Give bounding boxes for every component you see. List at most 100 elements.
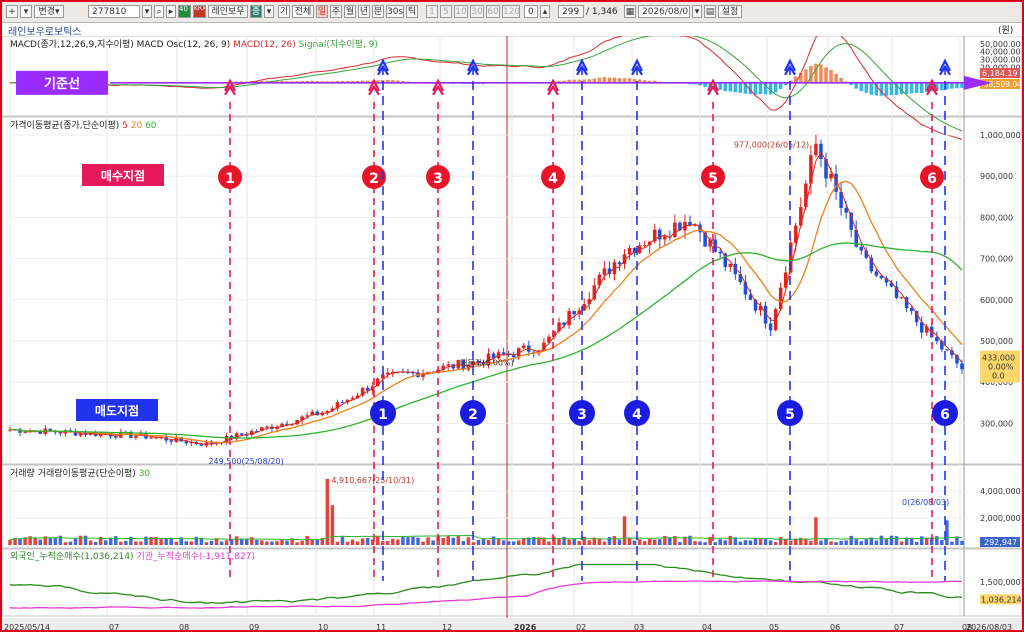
- macd-osc-bar: [834, 73, 838, 83]
- macd-osc-bar: [391, 80, 395, 83]
- macd-osc-bar: [592, 78, 597, 83]
- candle-body: [799, 207, 803, 226]
- high-label: 977,000(26/05/12): [734, 140, 809, 149]
- macd-osc-bar: [280, 81, 284, 83]
- view-tick-button[interactable]: 틱: [406, 5, 418, 18]
- period-30-button[interactable]: 30: [470, 5, 484, 18]
- view-week-button[interactable]: 주: [330, 5, 342, 18]
- volume-bar: [421, 541, 425, 545]
- candle-body: [199, 443, 204, 446]
- volume-bar: [73, 538, 78, 545]
- offset-input[interactable]: 0: [524, 5, 538, 18]
- sell-point-number: 6: [940, 407, 950, 423]
- candle-body: [406, 372, 410, 374]
- macd-osc-bar: [386, 79, 390, 83]
- save-icon[interactable]: ▤: [704, 5, 716, 18]
- x-tick-label: 08: [179, 623, 189, 632]
- candle-body: [819, 143, 823, 159]
- candle-body: [305, 415, 309, 417]
- volume-bar: [683, 536, 687, 545]
- volume-bar: [899, 541, 904, 545]
- macd-tag-2: [980, 79, 1020, 90]
- macd-osc-bar: [375, 80, 380, 83]
- view-year-button[interactable]: 년: [358, 5, 370, 18]
- volume-bar: [799, 537, 803, 545]
- candle-body: [280, 423, 284, 427]
- macd-osc-bar: [260, 80, 264, 83]
- signal-arrow: [368, 78, 380, 96]
- volume-tag-text: 292,947: [984, 538, 1017, 547]
- volume-bar: [174, 541, 178, 545]
- macd-osc-bar: [627, 78, 632, 83]
- candle-body: [582, 303, 586, 311]
- volume-bar: [557, 538, 561, 545]
- code-dropdown-icon[interactable]: ▾: [142, 5, 152, 18]
- settings-button[interactable]: 설정: [718, 5, 742, 18]
- offset-spinner-icon[interactable]: ▴: [540, 5, 550, 18]
- chart-svg: 2025/05/14 07 08 09 10 11 12 2026 02 03 04 05 06 07 08…: [2, 36, 1022, 632]
- candle-body: [184, 441, 189, 444]
- volume-bar: [386, 541, 390, 545]
- macd-osc-bar: [703, 82, 707, 88]
- price-right-tag: [980, 350, 1020, 383]
- period-1-button[interactable]: 1: [426, 5, 438, 18]
- candle-body: [778, 287, 783, 310]
- type-dropdown-icon[interactable]: ▾: [264, 5, 274, 18]
- period-10-button[interactable]: 10: [454, 5, 468, 18]
- candle-body: [834, 173, 838, 192]
- count-input[interactable]: 299: [558, 5, 584, 18]
- period-5-button[interactable]: 5: [440, 5, 452, 18]
- volume-bar: [693, 541, 697, 545]
- institution-line: [9, 580, 963, 609]
- volume-bar: [577, 541, 581, 545]
- view-month-button[interactable]: 월: [344, 5, 356, 18]
- volume-bar: [280, 539, 284, 545]
- view-day-button[interactable]: 일: [316, 5, 328, 18]
- volume-bar: [622, 516, 627, 545]
- macd-osc-bar: [698, 82, 702, 86]
- view-30s-button[interactable]: 30s: [386, 5, 404, 18]
- date-dropdown-icon[interactable]: ▾: [692, 5, 702, 18]
- volume-bar: [250, 537, 254, 545]
- candle-body: [300, 416, 304, 421]
- view-all-button[interactable]: 전체: [292, 5, 314, 18]
- price-axis-label: 1,000,000: [980, 131, 1021, 140]
- volume-axis-label: 2,000,000: [980, 514, 1021, 523]
- calendar-icon[interactable]: ▦: [624, 5, 636, 18]
- volume-bar: [658, 539, 662, 545]
- volume-bar: [592, 537, 597, 545]
- volume-bar: [723, 540, 728, 545]
- name-button[interactable]: 레인보우: [208, 5, 248, 18]
- switch-icon[interactable]: ▸: [166, 5, 176, 18]
- volume-bar: [894, 536, 899, 545]
- macd-osc-bar: [960, 82, 964, 88]
- volume-bar: [763, 539, 768, 545]
- candle-body: [824, 158, 828, 179]
- volume-bar: [330, 505, 335, 545]
- volume-bar: [940, 539, 944, 545]
- volume-bar: [129, 536, 133, 545]
- period-120-button[interactable]: 120: [502, 5, 520, 18]
- candle-body: [522, 345, 526, 349]
- candle-body: [854, 229, 858, 247]
- view-gi-button[interactable]: 기: [278, 5, 290, 18]
- macd-osc-bar: [295, 81, 299, 83]
- candle-body: [859, 246, 864, 251]
- volume-bar: [864, 539, 869, 545]
- candle-body: [919, 322, 924, 333]
- add-icon[interactable]: +: [6, 5, 18, 18]
- volume-bar: [758, 538, 763, 545]
- mode-select[interactable]: 변경▾: [34, 5, 64, 18]
- candle-body: [516, 348, 521, 358]
- type-badge[interactable]: 종: [250, 5, 262, 18]
- volume-bar: [375, 536, 380, 545]
- code-input[interactable]: 277810: [88, 5, 140, 18]
- search-icon[interactable]: ⌕: [154, 5, 164, 18]
- collapse-icon[interactable]: ▾: [20, 5, 32, 18]
- volume-bar: [159, 539, 163, 545]
- view-minute-button[interactable]: 분: [372, 5, 384, 18]
- period-60-button[interactable]: 60: [486, 5, 500, 18]
- date-input[interactable]: 2026/08/03: [638, 5, 690, 18]
- macd-osc-bar: [396, 80, 400, 83]
